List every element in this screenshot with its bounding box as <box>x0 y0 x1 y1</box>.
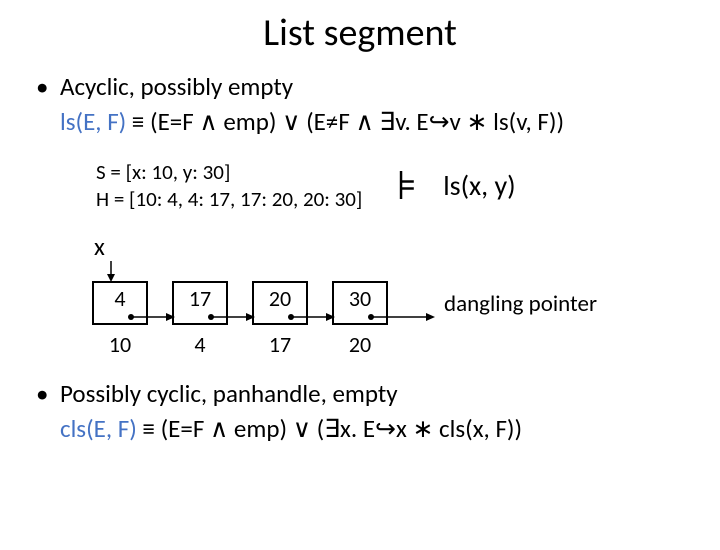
x-arrow-icon <box>104 261 118 283</box>
bullet-marker: • <box>36 70 60 104</box>
ls-body: ≡ (E=F ∧ emp) ∨ (E≠F ∧ ∃v. E↪v ∗ ls(v, F… <box>126 106 564 137</box>
list-addr: 17 <box>252 331 308 358</box>
dangling-label: dangling pointer <box>444 291 597 319</box>
heap-line: H = [10: 4, 4: 17, 17: 20, 20: 30] <box>96 186 362 213</box>
stack-line: S = [x: 10, y: 30] <box>96 159 362 186</box>
models-symbol: ⊧ <box>396 166 417 206</box>
pointer-arrow-icon <box>130 313 176 323</box>
bullet-acyclic: • Acyclic, possibly empty <box>36 70 684 104</box>
x-label: x <box>94 231 105 262</box>
formula-cls: cls(E, F) ≡ (E=F ∧ emp) ∨ (∃x. E↪x ∗ cls… <box>60 413 684 444</box>
bullet-marker: • <box>36 377 60 411</box>
list-addr: 10 <box>92 331 148 358</box>
bullet-cyclic: • Possibly cyclic, panhandle, empty <box>36 377 684 411</box>
pointer-arrow-icon <box>210 313 256 323</box>
bullet-text: Acyclic, possibly empty <box>60 70 684 104</box>
pointer-arrow-icon <box>290 313 336 323</box>
list-addr: 4 <box>172 331 228 358</box>
state-heap-text: S = [x: 10, y: 30] H = [10: 4, 4: 17, 17… <box>96 159 362 214</box>
dangling-arrow-icon <box>370 313 436 323</box>
ls-head: ls(E, F) <box>60 106 126 137</box>
bullet-text: Possibly cyclic, panhandle, empty <box>60 377 684 411</box>
state-heap-block: S = [x: 10, y: 30] H = [10: 4, 4: 17, 17… <box>96 159 684 214</box>
cls-body: ≡ (E=F ∧ emp) ∨ (∃x. E↪x ∗ cls(x, F)) <box>137 413 522 444</box>
slide-title: List segment <box>0 10 720 56</box>
ls-xy: ls(x, y) <box>443 168 515 204</box>
list-addr: 20 <box>332 331 388 358</box>
formula-ls: ls(E, F) ≡ (E=F ∧ emp) ∨ (E≠F ∧ ∃v. E↪v … <box>60 106 684 137</box>
cls-head: cls(E, F) <box>60 413 137 444</box>
list-diagram: x 4 17 20 30 10 4 17 20 <box>92 231 684 371</box>
